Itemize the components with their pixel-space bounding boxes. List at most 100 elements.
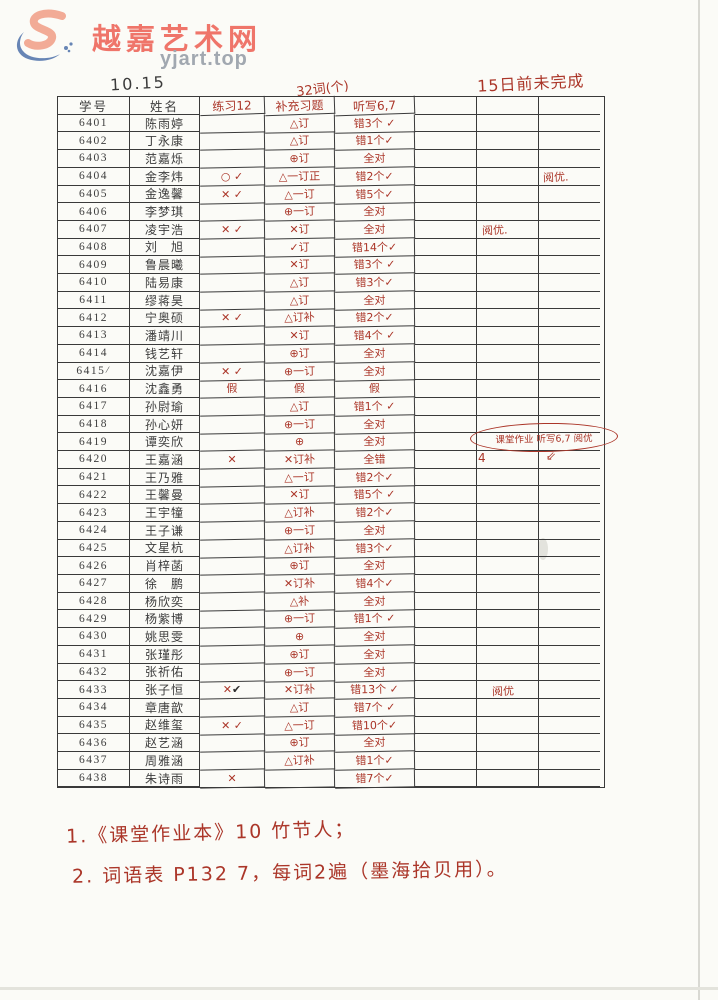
empty-cell bbox=[539, 575, 600, 593]
empty-cell bbox=[539, 150, 600, 168]
dictation-result-cell: 错3个✓ bbox=[334, 538, 416, 558]
empty-cell bbox=[477, 574, 539, 593]
empty-cell bbox=[477, 220, 539, 239]
student-id-cell: 6421 bbox=[58, 468, 130, 487]
practice-mark-cell: 假 bbox=[199, 379, 266, 399]
practice-mark-cell bbox=[199, 432, 266, 452]
student-id-cell: 6424 bbox=[58, 521, 130, 540]
practice-mark-cell: ✕ ✓ bbox=[199, 220, 266, 240]
practice-mark-cell bbox=[199, 733, 266, 753]
empty-cell bbox=[415, 238, 477, 257]
dictation-result-cell: 错13个 ✓ bbox=[334, 680, 416, 700]
student-id-cell: 6404 bbox=[58, 167, 130, 186]
practice-mark-cell: ✕ ✓ bbox=[199, 361, 266, 381]
practice-mark-cell bbox=[199, 751, 266, 771]
empty-cell bbox=[539, 203, 600, 221]
empty-cell bbox=[539, 274, 600, 292]
student-name-cell: 孙尉瑜 bbox=[130, 397, 200, 416]
student-name-cell: 章唐歆 bbox=[130, 698, 200, 717]
student-name-cell: 陆易康 bbox=[130, 274, 200, 292]
student-name-cell: 谭奕欣 bbox=[130, 433, 200, 452]
practice-mark-cell: ✕ bbox=[199, 769, 266, 788]
empty-cell bbox=[539, 186, 600, 204]
practice-mark-cell bbox=[199, 202, 266, 222]
dictation-result-cell: 错10个✓ bbox=[334, 715, 416, 736]
empty-cell bbox=[415, 769, 477, 788]
student-id-cell: 6411 bbox=[58, 291, 130, 310]
empty-cell bbox=[415, 185, 477, 204]
workbook-mark-cell: ⊕订 bbox=[264, 733, 336, 753]
student-name-cell: 张瑾彤 bbox=[130, 645, 200, 664]
scan-smudge bbox=[538, 538, 548, 560]
empty-cell bbox=[477, 167, 539, 186]
empty-cell bbox=[477, 380, 539, 398]
dictation-result-cell: 错3个 ✓ bbox=[334, 114, 416, 134]
workbook-mark-cell: ⊕一订 bbox=[264, 609, 336, 629]
student-name-cell: 杨欣奕 bbox=[130, 592, 200, 611]
col-header-name: 姓名 bbox=[130, 97, 200, 115]
student-id-cell: 6412 bbox=[58, 309, 130, 328]
student-id-cell: 6429 bbox=[58, 610, 130, 629]
dictation-result-cell: 错1个 ✓ bbox=[334, 609, 416, 629]
margin-note: 阅优. bbox=[542, 170, 569, 185]
student-id-cell: 6413 bbox=[58, 327, 130, 345]
empty-cell bbox=[415, 380, 477, 398]
dictation-result-cell: 全对 bbox=[334, 432, 416, 452]
dictation-result-cell: 全对 bbox=[334, 591, 416, 612]
empty-cell bbox=[539, 504, 600, 522]
empty-cell bbox=[539, 628, 600, 646]
student-name-cell: 赵维玺 bbox=[130, 716, 200, 735]
empty-cell bbox=[477, 150, 539, 168]
workbook-mark-cell: ⊕ bbox=[264, 432, 336, 452]
student-id-cell: 6409 bbox=[58, 256, 130, 275]
empty-cell bbox=[415, 415, 477, 434]
dictation-result-cell: 错2个✓ bbox=[334, 468, 416, 488]
empty-cell bbox=[415, 557, 477, 575]
practice-mark-cell bbox=[199, 131, 266, 151]
student-id-cell: 6414 bbox=[58, 344, 130, 363]
empty-cell bbox=[415, 309, 477, 328]
workbook-mark-cell: △订补 bbox=[264, 751, 336, 771]
dictation-result-cell: 全对 bbox=[334, 645, 416, 665]
empty-cell bbox=[539, 363, 600, 381]
empty-cell bbox=[539, 699, 600, 717]
empty-cell bbox=[415, 433, 477, 452]
student-name-cell: 赵艺涵 bbox=[130, 734, 200, 753]
student-id-cell: 6430 bbox=[58, 628, 130, 646]
practice-mark-cell bbox=[199, 149, 266, 169]
workbook-mark-cell: ⊕一订 bbox=[264, 361, 336, 381]
student-name-cell: 张祈佑 bbox=[130, 663, 200, 682]
empty-cell bbox=[539, 221, 600, 239]
scan-page-edge bbox=[698, 0, 700, 1000]
empty-cell bbox=[539, 770, 600, 788]
practice-mark-cell bbox=[199, 662, 266, 682]
empty-cell bbox=[415, 451, 477, 469]
empty-cell bbox=[415, 681, 477, 699]
dictation-result-cell: 全对 bbox=[334, 220, 416, 240]
practice-mark-cell: ✕ ✓ bbox=[199, 308, 266, 328]
student-name-cell: 朱诗雨 bbox=[130, 769, 200, 788]
student-name-cell: 孙心妍 bbox=[130, 415, 200, 434]
empty-cell bbox=[477, 415, 539, 434]
student-id-cell: 6408 bbox=[58, 238, 130, 257]
practice-mark-cell bbox=[199, 326, 266, 346]
margin-note: 阅优 bbox=[491, 684, 515, 699]
dictation-result-cell: 全对 bbox=[334, 344, 416, 364]
empty-cell bbox=[477, 716, 539, 735]
dictation-result-cell: 错2个✓ bbox=[334, 503, 416, 523]
student-name-cell: 鲁晨曦 bbox=[130, 256, 200, 275]
dictation-result-cell: 全对 bbox=[334, 627, 416, 647]
margin-note: 阅优. bbox=[481, 223, 508, 238]
workbook-mark-cell: ⊕ bbox=[264, 627, 336, 647]
student-id-cell: 6423 bbox=[58, 504, 130, 522]
empty-cell bbox=[539, 557, 600, 575]
margin-mark: ⇙ bbox=[546, 449, 557, 463]
empty-cell bbox=[539, 168, 600, 186]
empty-cell bbox=[539, 398, 600, 416]
student-id-cell: 6425 bbox=[58, 539, 130, 558]
empty-cell bbox=[415, 734, 477, 753]
empty-cell bbox=[477, 451, 539, 469]
empty-cell bbox=[477, 486, 539, 505]
student-name-cell: 陈雨婷 bbox=[130, 114, 200, 133]
empty-cell bbox=[539, 256, 600, 275]
